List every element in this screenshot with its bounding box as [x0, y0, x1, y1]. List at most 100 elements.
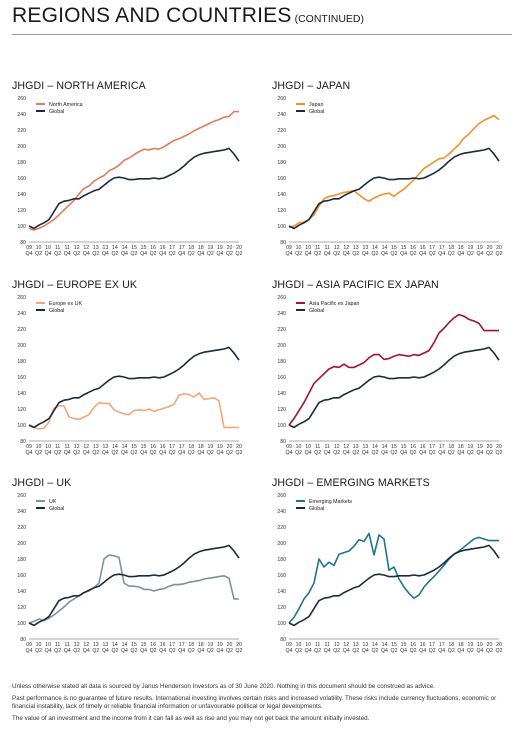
y-tick-label: 120	[277, 407, 286, 413]
x-tick-year: 16	[410, 642, 416, 648]
y-tick-label: 260	[277, 96, 286, 102]
x-tick-year: 20	[496, 245, 502, 251]
x-tick-year: 20	[227, 642, 233, 648]
legend-label: Europe ex UK	[49, 301, 82, 307]
x-tick-quarter: Q2	[73, 648, 80, 654]
x-tick-quarter: Q4	[381, 648, 388, 654]
x-tick-year: 18	[448, 642, 454, 648]
x-tick-quarter: Q2	[236, 648, 243, 654]
x-tick-year: 16	[420, 642, 426, 648]
x-tick-quarter: Q4	[362, 648, 369, 654]
x-tick-quarter: Q2	[467, 251, 474, 257]
x-tick-quarter: Q2	[295, 648, 302, 654]
x-tick-year: 11	[64, 245, 69, 251]
x-tick-quarter: Q4	[419, 648, 426, 654]
x-tick-year: 14	[382, 245, 388, 251]
x-tick-year: 20	[487, 245, 493, 251]
y-tick-label: 180	[277, 160, 286, 166]
y-tick-label: 80	[20, 439, 26, 445]
y-tick-label: 140	[17, 391, 26, 397]
chart-north-america: 8010012014016018020022024026009Q410Q210Q…	[17, 96, 242, 257]
x-tick-year: 13	[93, 642, 99, 648]
series-line-global	[288, 346, 500, 429]
series-line-europe-ex-uk	[28, 392, 239, 430]
x-tick-year: 19	[207, 642, 213, 648]
x-tick-year: 09	[26, 245, 32, 251]
x-tick-quarter: Q4	[305, 450, 312, 456]
x-tick-quarter: Q4	[381, 251, 388, 257]
y-tick-label: 160	[17, 573, 26, 579]
x-tick-quarter: Q4	[159, 251, 166, 257]
x-tick-quarter: Q2	[371, 251, 378, 257]
legend-label: UK	[49, 499, 57, 505]
x-tick-quarter: Q2	[54, 648, 61, 654]
x-tick-year: 09	[286, 245, 292, 251]
x-tick-year: 15	[131, 245, 137, 251]
x-tick-year: 16	[420, 444, 426, 450]
x-tick-quarter: Q2	[496, 648, 503, 654]
x-tick-quarter: Q2	[54, 251, 61, 257]
x-tick-year: 19	[477, 642, 483, 648]
y-tick-label: 260	[17, 96, 26, 102]
x-tick-quarter: Q2	[429, 648, 436, 654]
x-tick-year: 09	[286, 642, 292, 648]
x-tick-quarter: Q4	[343, 648, 350, 654]
x-tick-quarter: Q4	[83, 648, 90, 654]
x-tick-quarter: Q4	[26, 450, 33, 456]
x-tick-quarter: Q2	[352, 450, 359, 456]
x-tick-year: 15	[131, 444, 137, 450]
y-tick-label: 100	[17, 621, 26, 627]
x-tick-year: 10	[296, 642, 302, 648]
x-tick-year: 14	[112, 444, 118, 450]
x-tick-year: 18	[198, 444, 204, 450]
x-tick-quarter: Q4	[286, 450, 293, 456]
x-tick-quarter: Q4	[362, 251, 369, 257]
x-tick-quarter: Q2	[486, 450, 493, 456]
x-tick-year: 17	[429, 245, 435, 251]
x-tick-year: 16	[160, 245, 166, 251]
x-tick-year: 17	[439, 444, 445, 450]
x-tick-quarter: Q2	[207, 450, 214, 456]
x-tick-quarter: Q2	[391, 251, 398, 257]
x-tick-year: 15	[401, 444, 407, 450]
x-tick-quarter: Q2	[429, 450, 436, 456]
y-tick-label: 200	[277, 541, 286, 547]
x-tick-year: 12	[343, 642, 349, 648]
series-line-global	[28, 544, 240, 627]
x-tick-year: 14	[112, 642, 118, 648]
x-tick-quarter: Q2	[333, 450, 340, 456]
x-tick-year: 10	[36, 642, 42, 648]
x-tick-quarter: Q2	[207, 648, 214, 654]
x-tick-quarter: Q2	[295, 251, 302, 257]
x-tick-quarter: Q2	[92, 450, 99, 456]
title-rule	[12, 34, 512, 35]
y-tick-label: 220	[17, 128, 26, 134]
x-tick-quarter: Q2	[496, 251, 503, 257]
y-tick-label: 140	[17, 192, 26, 198]
y-tick-label: 100	[277, 224, 286, 230]
x-tick-quarter: Q2	[448, 648, 455, 654]
x-tick-year: 13	[362, 444, 368, 450]
x-tick-quarter: Q4	[197, 648, 204, 654]
x-tick-year: 13	[93, 444, 99, 450]
x-tick-year: 17	[429, 642, 435, 648]
chart-title: JHGDI – EUROPE EX UK	[12, 279, 138, 291]
chart-panel-europe-ex-uk: JHGDI – EUROPE EX UK 80 100 120 140 160 180 20…	[12, 279, 252, 474]
x-tick-quarter: Q4	[140, 450, 147, 456]
x-tick-quarter: Q2	[333, 648, 340, 654]
x-tick-quarter: Q2	[486, 251, 493, 257]
x-tick-quarter: Q4	[476, 251, 483, 257]
x-tick-year: 17	[179, 642, 185, 648]
x-tick-quarter: Q2	[226, 648, 233, 654]
x-tick-quarter: Q2	[467, 450, 474, 456]
chart-asia-pacific: 8010012014016018020022024026009Q410Q210Q…	[277, 295, 503, 456]
x-tick-quarter: Q4	[64, 648, 71, 654]
x-tick-year: 20	[227, 245, 233, 251]
x-tick-year: 14	[122, 245, 128, 251]
x-tick-quarter: Q2	[314, 450, 321, 456]
x-tick-quarter: Q4	[45, 648, 52, 654]
x-tick-year: 17	[169, 245, 175, 251]
x-tick-year: 09	[26, 444, 32, 450]
y-tick-label: 240	[277, 112, 286, 118]
x-tick-quarter: Q2	[496, 450, 503, 456]
